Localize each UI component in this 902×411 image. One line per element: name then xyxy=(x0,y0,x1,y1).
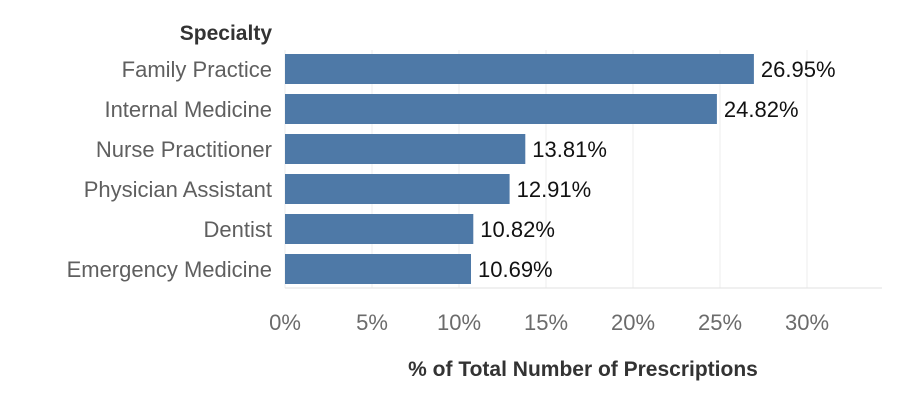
row-label-3: Physician Assistant xyxy=(84,177,272,202)
x-tick-label-1: 5% xyxy=(356,310,388,335)
x-axis-ticks: 0% 5% 10% 15% 20% 25% 30% xyxy=(269,310,829,335)
row-label-1: Internal Medicine xyxy=(104,97,272,122)
x-tick-label-3: 15% xyxy=(524,310,568,335)
row-label-4: Dentist xyxy=(204,217,272,242)
bar-3 xyxy=(285,174,510,204)
x-axis-title: % of Total Number of Prescriptions xyxy=(408,358,758,381)
row-label-5: Emergency Medicine xyxy=(67,257,272,282)
x-tick-label-5: 25% xyxy=(698,310,742,335)
x-tick-label-2: 10% xyxy=(437,310,481,335)
value-label-4: 10.82% xyxy=(480,217,555,242)
value-label-3: 12.91% xyxy=(517,177,592,202)
gridlines xyxy=(284,50,882,289)
row-label-0: Family Practice xyxy=(122,57,272,82)
bar-5 xyxy=(285,254,471,284)
value-label-5: 10.69% xyxy=(478,257,553,282)
row-label-2: Nurse Practitioner xyxy=(96,137,272,162)
bars xyxy=(285,54,754,284)
value-label-0: 26.95% xyxy=(761,57,836,82)
row-labels: Family Practice Internal Medicine Nurse Pr… xyxy=(67,57,272,282)
bar-0 xyxy=(285,54,754,84)
bar-4 xyxy=(285,214,474,244)
x-tick-label-0: 0% xyxy=(269,310,301,335)
row-header: Specialty xyxy=(180,22,273,45)
bar-2 xyxy=(285,134,526,164)
value-label-2: 13.81% xyxy=(532,137,607,162)
value-label-1: 24.82% xyxy=(724,97,799,122)
bar-1 xyxy=(285,94,717,124)
x-tick-label-6: 30% xyxy=(785,310,829,335)
x-tick-label-4: 20% xyxy=(611,310,655,335)
value-labels: 26.95% 24.82% 13.81% 12.91% 10.82% 10.69% xyxy=(478,57,836,282)
